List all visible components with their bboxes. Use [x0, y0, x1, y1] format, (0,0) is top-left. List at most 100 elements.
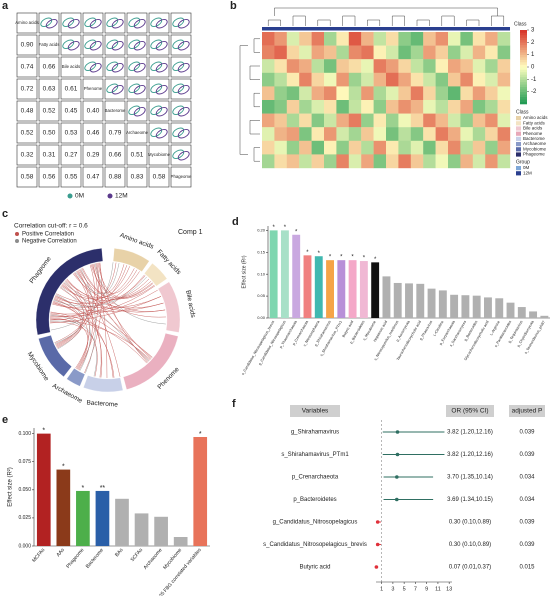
scatter-cloud	[84, 61, 97, 71]
bar	[529, 311, 538, 318]
or-text: 3.69 (1.34,10.15)	[447, 497, 493, 503]
correlation-link	[56, 275, 146, 304]
variable-label: Amino acids	[15, 20, 38, 25]
matrix-cell	[148, 34, 170, 56]
heatmap-cell	[423, 32, 436, 46]
scatter-cloud	[106, 39, 119, 49]
correlation-link	[53, 276, 147, 307]
colorbar-step	[520, 37, 527, 41]
significance-label: *	[363, 256, 366, 262]
matrix-cell	[148, 56, 170, 78]
colorbar-step	[520, 54, 527, 58]
legend-swatch	[516, 121, 521, 126]
correlation-link	[78, 269, 152, 299]
heatmap-cell	[472, 72, 486, 87]
scatter-cloud	[150, 39, 163, 49]
bar	[540, 315, 549, 318]
heatmap-cell	[262, 32, 275, 46]
scatter-cloud	[40, 17, 53, 27]
y-tick-label: 0.00	[257, 315, 266, 320]
bar	[95, 490, 110, 546]
variable-label: Archaeome	[126, 130, 149, 135]
scatter-cloud	[177, 63, 190, 73]
bar	[495, 298, 504, 318]
segment-arc	[35, 248, 104, 336]
heatmap-cell	[448, 127, 461, 141]
correlation-value: 0.58	[21, 174, 34, 181]
scatter-cloud	[67, 41, 80, 51]
heatmap-cell	[299, 86, 312, 101]
or-text: 0.30 (0.10,0.89)	[449, 520, 491, 526]
bar	[36, 433, 51, 546]
legend-label: Fatty acids	[523, 120, 546, 125]
matrix-cell	[82, 34, 104, 56]
matrix-cell	[126, 100, 148, 122]
variable-label: Butyric acid	[299, 565, 330, 571]
x-tick-label: 11	[435, 586, 441, 592]
significance-label: *	[351, 255, 354, 261]
heatmap-cell	[373, 154, 387, 169]
heatmap-cell	[472, 32, 486, 46]
heatmap-cell	[336, 154, 349, 169]
column-dendrogram	[466, 19, 480, 26]
y-tick-label: 0.075	[18, 459, 31, 465]
segment-label: Bacterome	[86, 399, 118, 408]
correlation-link	[56, 263, 100, 348]
matrix-cell	[126, 78, 148, 100]
heatmap-cell	[336, 140, 349, 155]
correlation-value: 0.32	[21, 152, 34, 159]
matrix-cell	[170, 166, 192, 188]
heatmap-cell	[311, 154, 325, 169]
panel-label: d	[232, 216, 239, 228]
scatter-cloud	[128, 39, 141, 49]
segment-arc	[144, 263, 168, 287]
bar	[314, 256, 323, 318]
correlation-value: 0.53	[65, 130, 78, 137]
p-text: 0.034	[519, 475, 535, 481]
colorbar-step	[520, 44, 527, 48]
heatmap-cell	[348, 140, 362, 155]
or-text: 3.70 (1.35,10.14)	[447, 475, 493, 481]
x-tick-label: AAs	[55, 547, 66, 558]
segment-label: Bile acids	[184, 290, 196, 319]
heatmap-cell	[497, 100, 511, 114]
x-tick-label: 25 FBG correlated variables	[158, 547, 203, 596]
colorbar-step	[520, 39, 527, 43]
heatmap-cell	[485, 127, 498, 141]
heatmap-cell	[324, 127, 337, 141]
row-dendrogram	[253, 92, 260, 108]
legend-title: Group	[516, 159, 530, 165]
scatter-cloud	[128, 61, 141, 71]
column-dendrogram	[274, 7, 498, 16]
row-dendrogram	[253, 147, 260, 162]
heatmap-cell	[262, 113, 275, 128]
heatmap-cell	[386, 72, 399, 87]
heatmap-cell	[386, 86, 399, 101]
column-header: adjusted P	[512, 408, 543, 415]
heatmap-cell	[274, 154, 287, 169]
scatter-cloud	[177, 85, 190, 95]
legend-label: 12M	[115, 193, 128, 200]
heatmap-cell	[324, 59, 337, 73]
heatmap-cell	[386, 100, 399, 114]
legend-swatch	[516, 152, 521, 157]
correlation-value: 0.66	[109, 152, 122, 159]
correlation-link	[55, 294, 83, 350]
heatmap-cell	[472, 100, 486, 114]
column-dendrogram	[342, 15, 356, 26]
y-tick-label: 0.000	[18, 543, 31, 549]
bar	[193, 436, 208, 546]
legend-label: 0M	[75, 193, 84, 200]
matrix-cell	[104, 166, 126, 188]
column-header: OR (95% CI)	[451, 408, 488, 415]
heatmap-cell	[423, 72, 436, 87]
heatmap-cell	[485, 45, 498, 60]
colorbar-step	[520, 86, 527, 90]
matrix-cell	[38, 100, 60, 122]
odds-ratio-point	[395, 475, 399, 479]
correlation-value: 0.90	[21, 42, 34, 49]
heatmap-cell	[497, 154, 511, 169]
correlation-value: 0.58	[153, 174, 166, 181]
matrix-cell	[170, 144, 192, 166]
matrix-cell	[170, 34, 192, 56]
